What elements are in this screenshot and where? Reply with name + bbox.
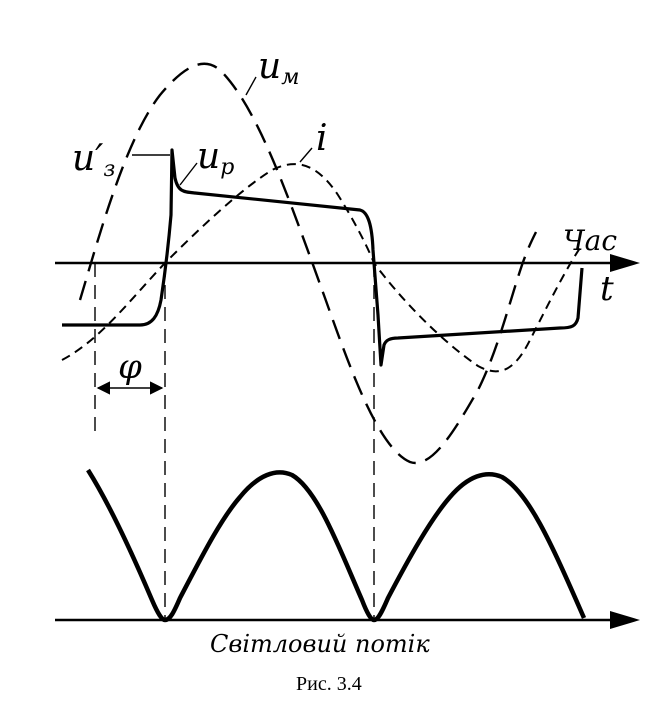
label-i: i bbox=[316, 118, 328, 159]
label-u-z: u′з bbox=[72, 138, 115, 182]
label-t: t bbox=[600, 269, 614, 309]
label-u-m: uм bbox=[258, 46, 299, 90]
label-light-flux: Світловий потік bbox=[210, 630, 430, 658]
time-axis-upper-arrow bbox=[610, 254, 640, 272]
curve-light-flux bbox=[86, 468, 587, 623]
label-u-p: uр bbox=[197, 136, 234, 180]
light-flux-axis-arrow bbox=[610, 611, 640, 629]
leader-i bbox=[299, 147, 313, 163]
curve-i bbox=[61, 163, 583, 373]
label-phi: φ bbox=[118, 347, 142, 387]
figure-caption: Рис. 3.4 bbox=[296, 673, 362, 695]
leader-u-m bbox=[245, 76, 257, 96]
leader-u-p bbox=[179, 162, 198, 186]
curve-u-p bbox=[62, 148, 584, 367]
label-time-axis: Час bbox=[563, 224, 617, 257]
curve-u-m bbox=[78, 62, 538, 465]
